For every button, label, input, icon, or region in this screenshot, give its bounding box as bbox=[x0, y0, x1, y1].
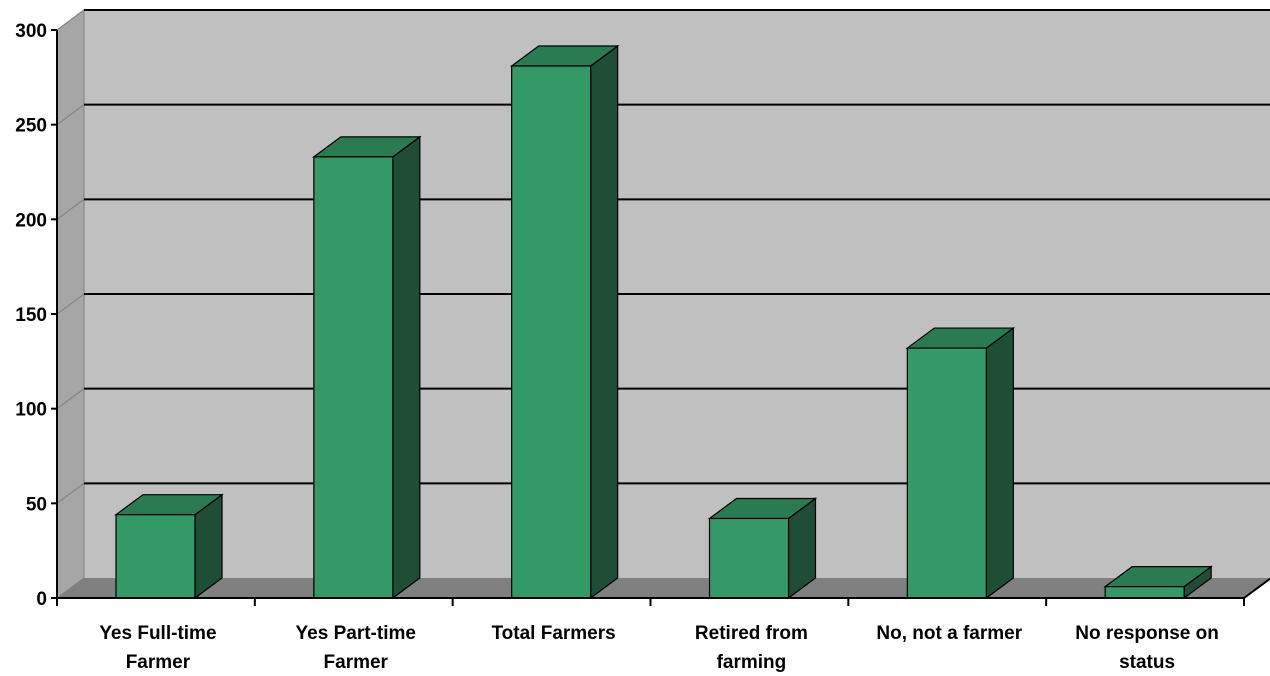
x-category-label: status bbox=[1119, 652, 1175, 673]
x-category-label: No response on bbox=[1075, 623, 1219, 644]
x-category-label: Total Farmers bbox=[491, 623, 615, 644]
bar bbox=[312, 135, 422, 600]
y-tick-label: 300 bbox=[15, 21, 47, 42]
bar-front-face bbox=[708, 517, 790, 599]
y-tick-label: 100 bbox=[15, 400, 47, 421]
y-tick-label: 0 bbox=[36, 589, 47, 610]
bar-side-face bbox=[985, 326, 1014, 600]
bar-front-face bbox=[313, 156, 394, 599]
x-category-label: Yes Full-time bbox=[99, 623, 216, 644]
x-category-label: No, not a farmer bbox=[876, 623, 1022, 644]
x-category-label: farming bbox=[717, 652, 787, 673]
bar-front-face bbox=[511, 65, 592, 599]
plot-area bbox=[56, 9, 1270, 599]
gridline-side bbox=[56, 9, 85, 31]
gridline-side bbox=[56, 293, 85, 315]
axes bbox=[51, 29, 1270, 606]
bar-side-face bbox=[392, 135, 421, 600]
gridline-side bbox=[56, 482, 85, 504]
gridline-side bbox=[56, 388, 85, 410]
bar bbox=[509, 44, 620, 600]
bar bbox=[905, 326, 1016, 600]
bar-side-face bbox=[590, 44, 619, 600]
bar-front-face bbox=[1104, 586, 1185, 599]
x-category-label: Yes Part-time bbox=[296, 623, 416, 644]
bar bbox=[1103, 565, 1213, 600]
plot-floor bbox=[57, 578, 1270, 598]
gridlines bbox=[56, 9, 1270, 504]
gridline-side bbox=[56, 104, 85, 126]
y-tick-label: 150 bbox=[15, 305, 47, 326]
y-tick-label: 200 bbox=[15, 210, 47, 231]
y-tick-label: 50 bbox=[26, 494, 47, 515]
gridline-side bbox=[56, 198, 85, 220]
floor-edge bbox=[1243, 577, 1270, 599]
bars bbox=[114, 44, 1213, 600]
bar-front-face bbox=[115, 514, 196, 599]
axis-labels: 0 50 100 150 200 250 300 Yes Full-time Farmer Yes… bbox=[15, 21, 1219, 673]
bar bbox=[114, 493, 224, 600]
y-tick-label: 250 bbox=[15, 116, 47, 137]
x-category-label: Retired from bbox=[695, 623, 808, 644]
bar bbox=[707, 497, 818, 600]
x-category-label: Farmer bbox=[126, 652, 191, 673]
x-category-label: Farmer bbox=[324, 652, 389, 673]
bar-front-face bbox=[906, 347, 987, 599]
